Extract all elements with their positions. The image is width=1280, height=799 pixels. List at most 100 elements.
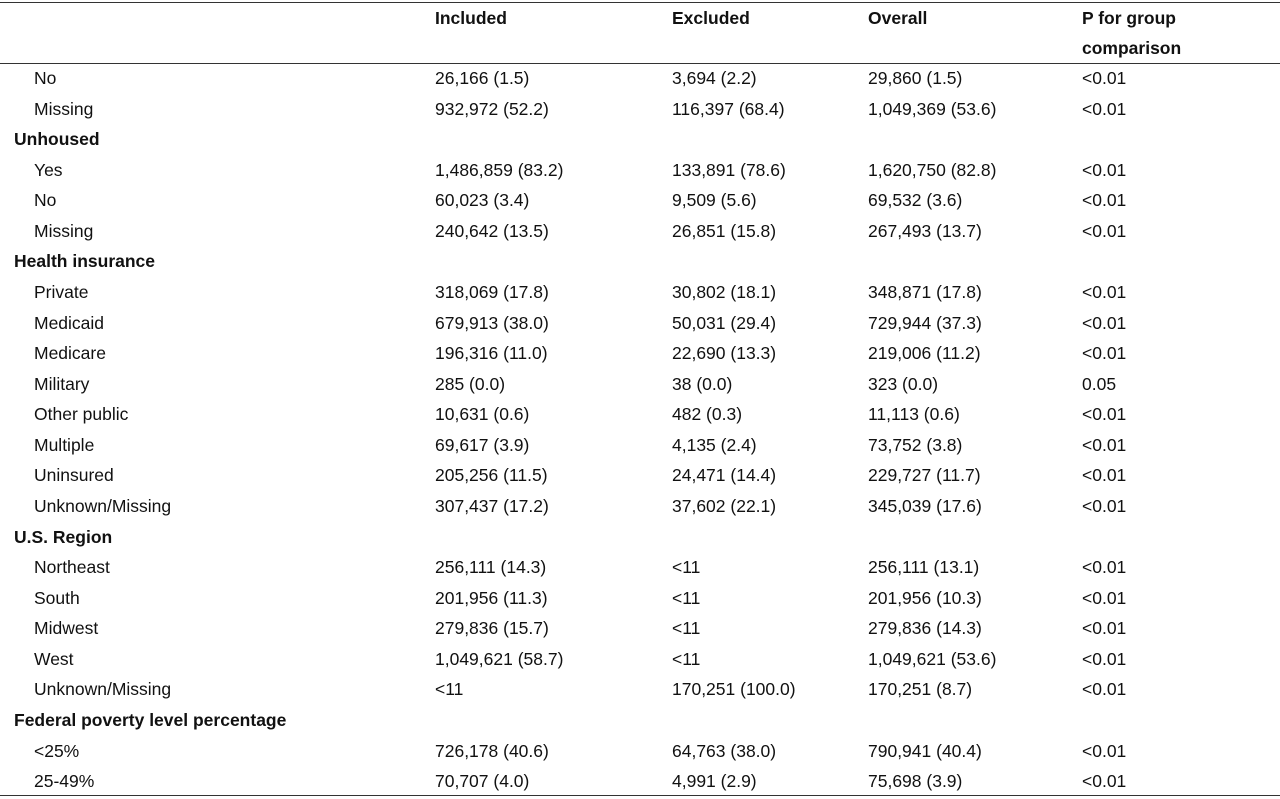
row-label: Northeast <box>34 557 110 578</box>
cell: <0.01 <box>1082 771 1127 792</box>
cell: <11 <box>672 648 701 669</box>
cell: 170,251 (8.7) <box>868 679 973 700</box>
row-label: Missing <box>34 220 94 241</box>
bottom-rule <box>0 795 1280 796</box>
cell: 201,956 (10.3) <box>868 587 982 608</box>
cell: 50,031 (29.4) <box>672 312 777 333</box>
cell: <0.01 <box>1082 557 1127 578</box>
cell: 256,111 (14.3) <box>435 557 547 578</box>
cell: 256,111 (13.1) <box>868 557 980 578</box>
column-header: P for group comparison <box>1082 8 1182 58</box>
column-header: Excluded <box>672 8 750 28</box>
cell: 219,006 (11.2) <box>868 343 981 364</box>
cell: <11 <box>672 587 701 608</box>
cell: 285 (0.0) <box>435 373 506 394</box>
cell: 11,113 (0.6) <box>868 404 960 425</box>
cell: 70,707 (4.0) <box>435 771 530 792</box>
cell: 73,752 (3.8) <box>868 434 963 455</box>
cell: <0.01 <box>1082 220 1127 241</box>
row-label: Multiple <box>34 434 95 455</box>
row-label: Military <box>34 373 90 394</box>
cell: 29,860 (1.5) <box>868 68 963 88</box>
cell: <0.01 <box>1082 740 1127 761</box>
cell: 1,049,621 (58.7) <box>435 648 564 669</box>
row-label: 25-49% <box>34 771 95 792</box>
cell: 279,836 (14.3) <box>868 618 982 639</box>
cell: 4,991 (2.9) <box>672 771 757 792</box>
cell: 1,049,369 (53.6) <box>868 98 997 119</box>
cell: <0.01 <box>1082 312 1127 333</box>
row-label: Medicaid <box>34 312 105 333</box>
cell: 4,135 (2.4) <box>672 434 757 455</box>
section-label: U.S. Region <box>14 526 113 547</box>
cell: <0.01 <box>1082 190 1127 211</box>
section-label: Unhoused <box>14 129 100 150</box>
cell: 345,039 (17.6) <box>868 495 982 516</box>
column-header: Included <box>435 8 507 28</box>
cell: 229,727 (11.7) <box>868 465 981 486</box>
cell: <0.01 <box>1082 68 1127 88</box>
row-label: Unknown/Missing <box>34 679 172 700</box>
cell: 22,690 (13.3) <box>672 343 777 364</box>
row-label: <25% <box>34 740 80 761</box>
cell: 26,166 (1.5) <box>435 68 530 88</box>
row-label: Private <box>34 281 89 302</box>
cell: <0.01 <box>1082 159 1127 180</box>
row-label: Uninsured <box>34 465 114 486</box>
row-label: Unknown/Missing <box>34 495 172 516</box>
cell: 482 (0.3) <box>672 404 743 425</box>
cell: 60,023 (3.4) <box>435 190 530 211</box>
cell: 267,493 (13.7) <box>868 220 982 241</box>
row-label: Midwest <box>34 618 99 639</box>
cell: 932,972 (52.2) <box>435 98 549 119</box>
cell: 30,802 (18.1) <box>672 281 777 302</box>
cell: 69,617 (3.9) <box>435 434 530 455</box>
cell: 24,471 (14.4) <box>672 465 777 486</box>
cell: 38 (0.0) <box>672 373 733 394</box>
cell: 318,069 (17.8) <box>435 281 549 302</box>
row-label: West <box>34 648 74 669</box>
row-label: Yes <box>34 159 63 180</box>
top-rule <box>0 2 1280 3</box>
row-label: South <box>34 587 80 608</box>
section-label: Federal poverty level percentage <box>14 709 287 730</box>
cell: 729,944 (37.3) <box>868 312 982 333</box>
cell: <0.01 <box>1082 587 1127 608</box>
cell: 116,397 (68.4) <box>672 98 785 119</box>
cell: <11 <box>672 557 701 578</box>
cell: 37,602 (22.1) <box>672 495 777 516</box>
cell: 3,694 (2.2) <box>672 68 757 88</box>
row-label: No <box>34 190 57 211</box>
cell: 1,049,621 (53.6) <box>868 648 997 669</box>
cell: 726,178 (40.6) <box>435 740 549 761</box>
cell: 170,251 (100.0) <box>672 679 796 700</box>
cell: 9,509 (5.6) <box>672 190 757 211</box>
cell: <0.01 <box>1082 618 1127 639</box>
cell: 10,631 (0.6) <box>435 404 530 425</box>
cell: 1,486,859 (83.2) <box>435 159 564 180</box>
cell: 323 (0.0) <box>868 373 939 394</box>
row-label: No <box>34 68 57 88</box>
section-label: Health insurance <box>14 251 156 272</box>
row-label: Medicare <box>34 343 106 364</box>
row-label: Other public <box>34 404 129 425</box>
cell: <0.01 <box>1082 648 1127 669</box>
cell: 75,698 (3.9) <box>868 771 963 792</box>
cell: <0.01 <box>1082 495 1127 516</box>
cell: <11 <box>435 679 464 700</box>
cell: <0.01 <box>1082 465 1127 486</box>
cell: 201,956 (11.3) <box>435 587 548 608</box>
cell: 133,891 (78.6) <box>672 159 786 180</box>
cell: <0.01 <box>1082 343 1127 364</box>
cell: 790,941 (40.4) <box>868 740 982 761</box>
header-rule <box>0 63 1280 64</box>
cell: 69,532 (3.6) <box>868 190 963 211</box>
cell: 26,851 (15.8) <box>672 220 777 241</box>
cell: 279,836 (15.7) <box>435 618 549 639</box>
cell: <0.01 <box>1082 404 1127 425</box>
cell: <0.01 <box>1082 281 1127 302</box>
cell: <11 <box>672 618 701 639</box>
row-label: Missing <box>34 98 94 119</box>
cell: <0.01 <box>1082 434 1127 455</box>
